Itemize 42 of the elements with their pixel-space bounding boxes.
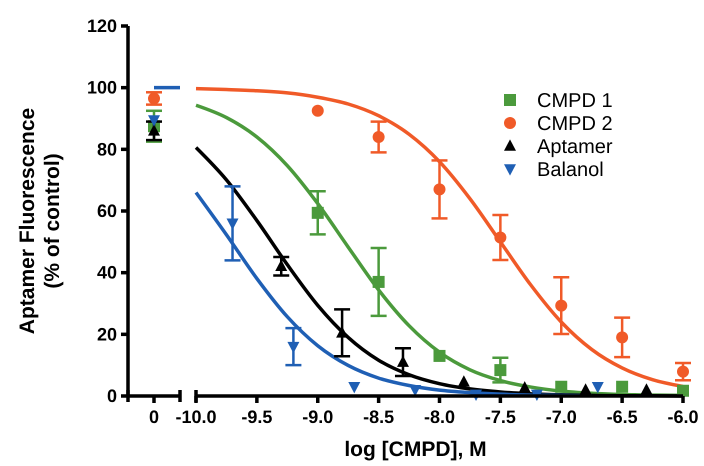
- x-tick-label: -8.5: [363, 407, 394, 427]
- point: [372, 276, 385, 288]
- x-tick-label: -10.0: [175, 407, 217, 427]
- legend-label: Aptamer: [537, 136, 613, 158]
- legend-label: CMPD 2: [537, 113, 613, 135]
- legend-label: CMPD 1: [537, 90, 613, 112]
- point: [434, 350, 446, 362]
- point: [494, 232, 506, 244]
- x-tick-label: -6.0: [667, 407, 699, 427]
- point: [312, 104, 324, 117]
- point: [592, 382, 604, 394]
- y-axis-title: Aptamer Fluorescence (% of control): [16, 108, 64, 334]
- point: [458, 375, 470, 387]
- point: [640, 383, 652, 395]
- point: [616, 331, 628, 344]
- x-tick-label: -7.5: [484, 407, 516, 427]
- y-tick-label: 40: [96, 262, 117, 283]
- point: [312, 206, 324, 219]
- x-tick-label: -7.0: [546, 407, 577, 427]
- x-tick-label: -9.5: [241, 407, 272, 427]
- x-tick-label: 0: [148, 407, 160, 427]
- point: [348, 382, 360, 394]
- point: [555, 380, 568, 393]
- point: [372, 131, 385, 143]
- y-tick-label: 60: [96, 201, 117, 221]
- x-axis-title: log [CMPD], M: [344, 438, 487, 461]
- x-tick-label: -8.0: [424, 407, 456, 427]
- y-tick-label: 0: [106, 386, 117, 406]
- point: [494, 364, 506, 376]
- point: [580, 383, 592, 395]
- x-tick-label: -6.5: [606, 407, 638, 427]
- y-tick-label: 100: [86, 78, 117, 98]
- legend-label: Balanol: [537, 159, 604, 181]
- point: [616, 380, 628, 393]
- y-tick-label: 80: [96, 139, 117, 160]
- point: [518, 381, 531, 392]
- y-tick-label: 20: [96, 324, 117, 344]
- x-tick-label: -9.0: [302, 407, 334, 427]
- point: [434, 183, 446, 196]
- y-tick-label: 120: [86, 16, 117, 36]
- point: [677, 366, 689, 378]
- point: [555, 300, 568, 312]
